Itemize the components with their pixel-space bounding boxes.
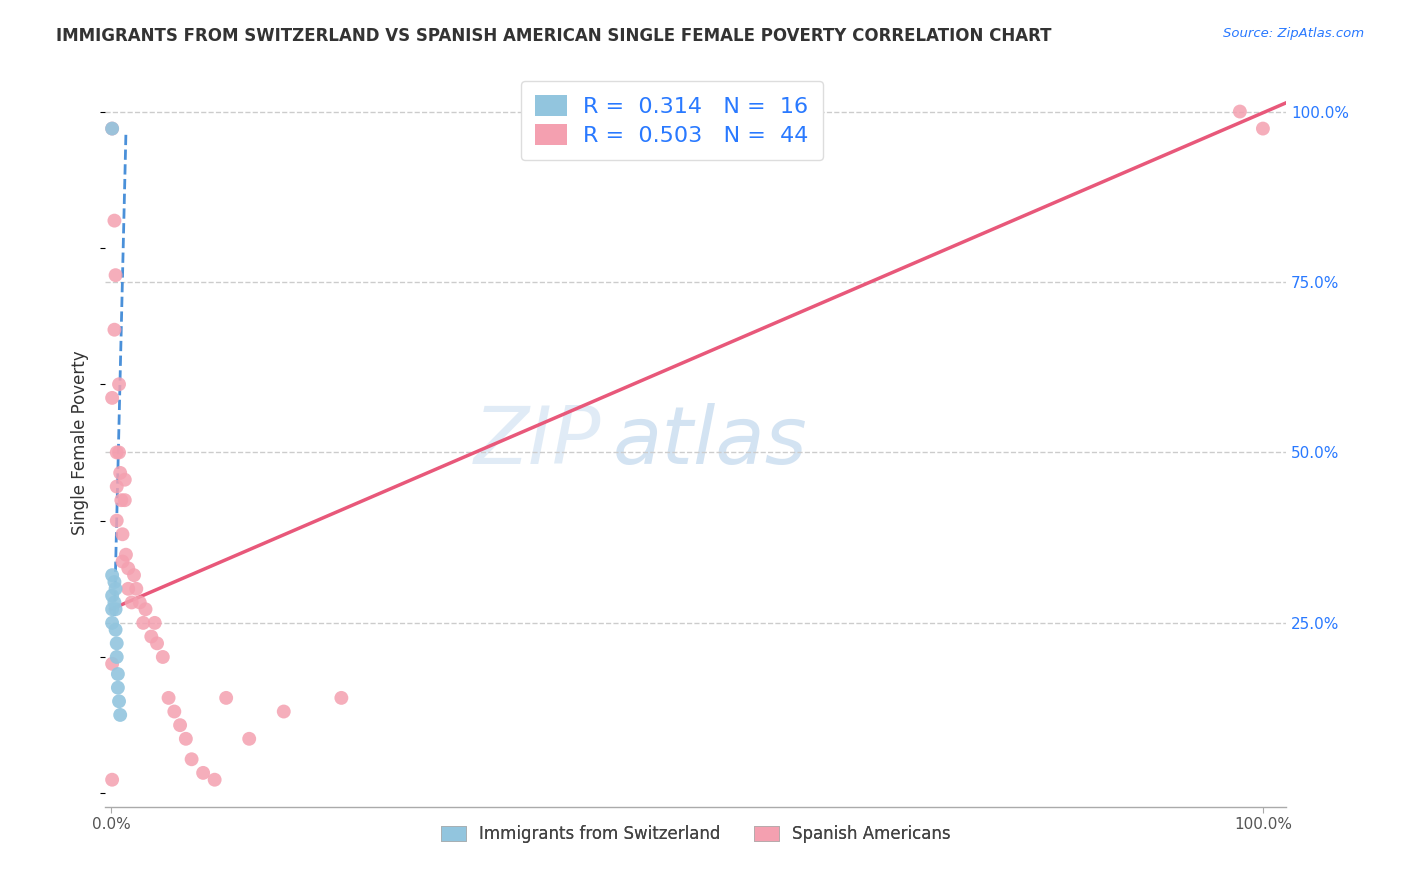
Point <box>105 636 128 650</box>
Point <box>103 213 125 227</box>
Point <box>330 690 353 705</box>
Point <box>101 391 124 405</box>
Point <box>122 568 145 582</box>
Point <box>108 466 131 480</box>
Point <box>103 574 125 589</box>
Point <box>101 568 124 582</box>
Point <box>105 514 128 528</box>
Point <box>101 657 124 671</box>
Point <box>105 445 128 459</box>
Point <box>101 772 124 787</box>
Point <box>101 602 124 616</box>
Point <box>152 650 174 665</box>
Point <box>108 377 131 392</box>
Point <box>180 752 202 766</box>
Point <box>101 589 124 603</box>
Point <box>101 121 124 136</box>
Point <box>110 493 132 508</box>
Point <box>204 772 226 787</box>
Y-axis label: Single Female Poverty: Single Female Poverty <box>72 350 89 534</box>
Point <box>111 555 134 569</box>
Point <box>191 765 214 780</box>
Point <box>117 582 139 596</box>
Point <box>163 705 186 719</box>
Point <box>146 636 169 650</box>
Point <box>103 323 125 337</box>
Point <box>273 705 295 719</box>
Point <box>105 479 128 493</box>
Text: atlas: atlas <box>613 403 807 481</box>
Point <box>101 121 124 136</box>
Point <box>104 623 127 637</box>
Point <box>128 595 150 609</box>
Point <box>143 615 166 630</box>
Point <box>107 667 129 681</box>
Text: IMMIGRANTS FROM SWITZERLAND VS SPANISH AMERICAN SINGLE FEMALE POVERTY CORRELATIO: IMMIGRANTS FROM SWITZERLAND VS SPANISH A… <box>56 27 1052 45</box>
Point <box>1251 121 1274 136</box>
Point <box>108 708 131 723</box>
Point <box>115 548 138 562</box>
Point <box>105 650 128 665</box>
Point <box>103 595 125 609</box>
Point <box>114 493 136 508</box>
Point <box>108 445 131 459</box>
Point <box>215 690 238 705</box>
Text: ZIP: ZIP <box>474 403 602 481</box>
Point <box>108 694 131 708</box>
Point <box>125 582 148 596</box>
Point <box>157 690 180 705</box>
Point <box>132 615 155 630</box>
Point <box>101 615 124 630</box>
Point <box>1229 104 1251 119</box>
Point <box>174 731 197 746</box>
Text: Source: ZipAtlas.com: Source: ZipAtlas.com <box>1223 27 1364 40</box>
Point <box>117 561 139 575</box>
Point <box>135 602 157 616</box>
Point <box>111 527 134 541</box>
Point <box>121 595 143 609</box>
Point <box>169 718 191 732</box>
Point <box>104 268 127 282</box>
Legend: Immigrants from Switzerland, Spanish Americans: Immigrants from Switzerland, Spanish Ame… <box>434 818 957 850</box>
Point <box>141 630 163 644</box>
Point <box>104 602 127 616</box>
Point <box>104 582 127 596</box>
Point <box>114 473 136 487</box>
Point <box>238 731 260 746</box>
Point <box>107 681 129 695</box>
